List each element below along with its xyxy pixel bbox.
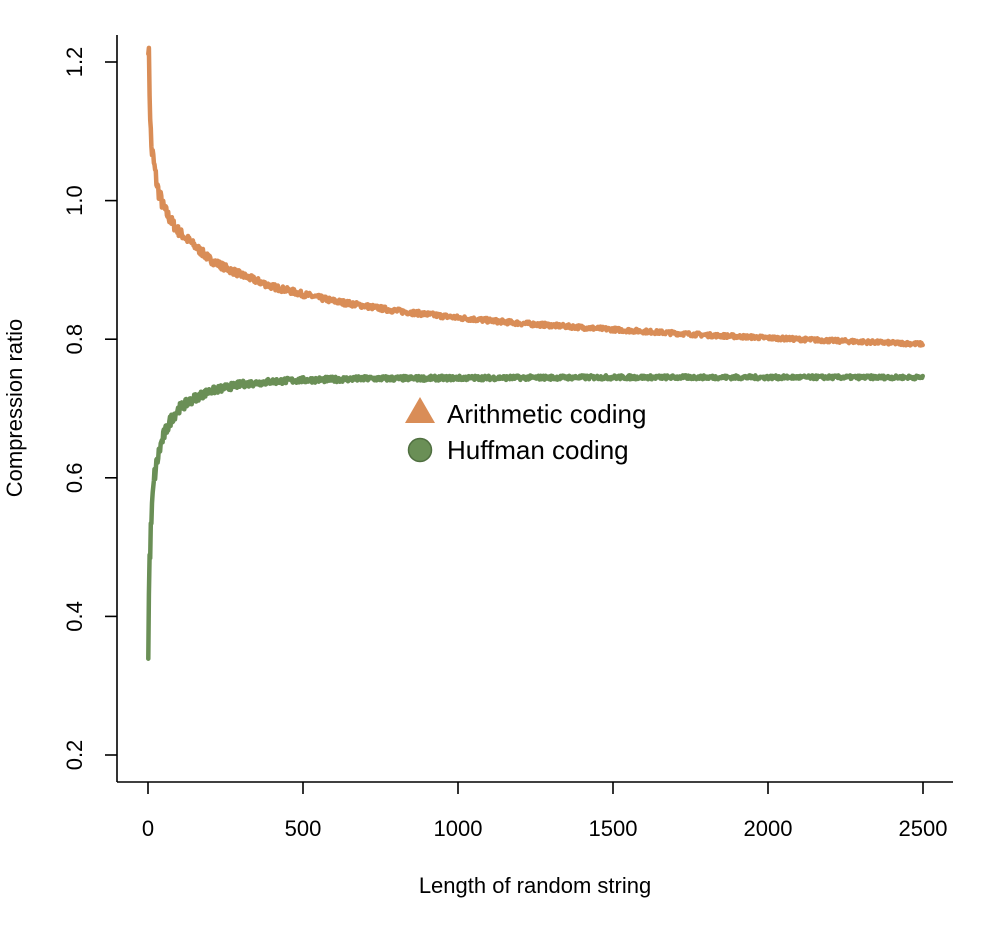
x-tick-label: 0: [142, 816, 154, 841]
x-tick-label: 2500: [899, 816, 948, 841]
y-tick-label: 0.2: [62, 740, 87, 771]
x-tick-label: 1500: [589, 816, 638, 841]
legend-circle-marker: [407, 437, 433, 463]
legend-triangle-marker: [405, 397, 435, 423]
x-tick-label: 500: [285, 816, 322, 841]
x-tick-label: 2000: [744, 816, 793, 841]
x-axis-title: Length of random string: [419, 873, 651, 898]
series-layer: [146, 45, 925, 661]
series-line-huffman: [146, 373, 925, 661]
y-tick-label: 0.4: [62, 601, 87, 632]
y-tick-label: 0.6: [62, 463, 87, 494]
legend-label-huffman: Huffman coding: [447, 435, 629, 465]
x-tick-label: 1000: [434, 816, 483, 841]
axes: 0 500 1000 1500 2000 2500 0.2 0.4 0.6 0.8 1.0 1.2: [62, 35, 953, 841]
y-tick-label: 1.2: [62, 47, 87, 78]
y-axis-title: Compression ratio: [2, 319, 27, 498]
legend: Arithmetic coding Huffman coding: [405, 397, 646, 465]
series-line-arithmetic: [146, 45, 925, 348]
y-tick-label: 0.8: [62, 324, 87, 355]
y-tick-label: 1.0: [62, 185, 87, 216]
legend-label-arithmetic: Arithmetic coding: [447, 399, 646, 429]
